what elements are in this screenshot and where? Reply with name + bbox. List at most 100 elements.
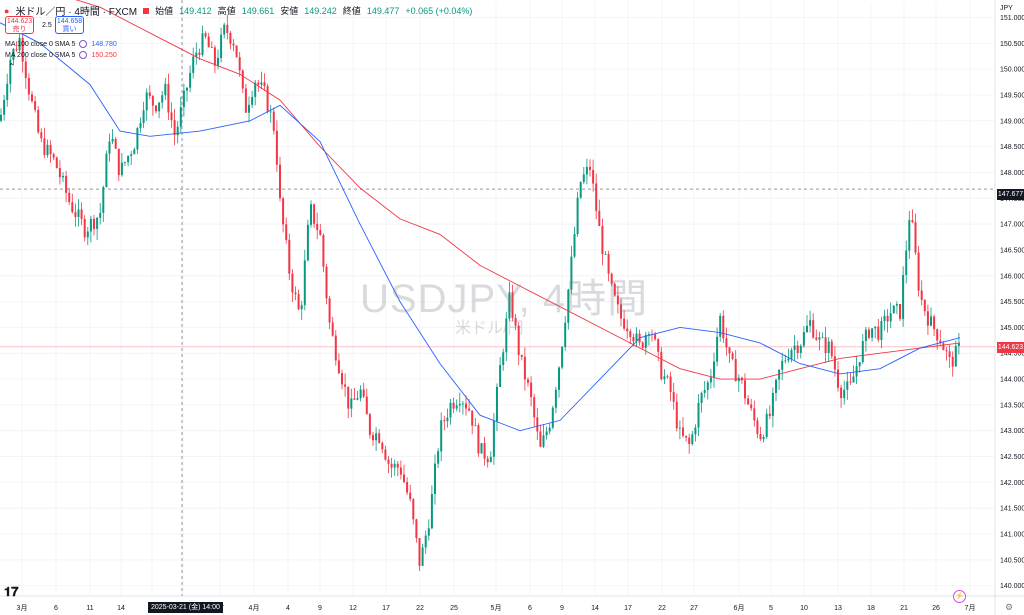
candle-body: [554, 389, 557, 408]
candle-body: [263, 82, 266, 87]
candle-body: [793, 345, 796, 351]
candle-body: [9, 59, 12, 84]
x-tick-label: 4月: [249, 604, 260, 612]
currency-label: JPY: [1000, 5, 1013, 12]
sell-price: 144.623: [6, 18, 33, 25]
sell-button[interactable]: 144.623 売り: [5, 16, 34, 34]
candle-body: [747, 398, 750, 405]
candle-body: [871, 328, 874, 338]
indicator-settings-icon[interactable]: [79, 40, 88, 48]
candle-body: [443, 420, 446, 422]
candle-body: [269, 111, 272, 113]
candle-body: [151, 96, 154, 106]
candle-body: [474, 425, 477, 427]
candle-body: [468, 408, 471, 411]
buy-label: 買い: [62, 26, 77, 33]
x-tick-label: 6: [54, 605, 58, 612]
candle-body: [409, 492, 412, 500]
candle-body: [334, 335, 337, 361]
candle-body: [616, 295, 619, 305]
candle-body: [288, 239, 291, 274]
candle-body: [418, 538, 421, 566]
candle-body: [734, 359, 737, 382]
collapse-chevron-icon[interactable]: ⌃: [8, 62, 15, 71]
candle-body: [341, 373, 343, 385]
candle-body: [678, 427, 681, 429]
candle-body: [80, 209, 83, 219]
candle-body: [753, 408, 756, 421]
candle-body: [672, 392, 675, 402]
candle-body: [210, 47, 213, 49]
candle-body: [378, 433, 381, 443]
open-label: 始値: [155, 6, 174, 16]
candle-body: [3, 100, 6, 115]
candle-body: [446, 417, 449, 422]
candle-body: [613, 283, 616, 296]
candle-body: [120, 162, 123, 176]
candle-body: [27, 77, 30, 95]
settings-gear-icon[interactable]: ⚙: [1005, 602, 1014, 612]
candle-body: [46, 144, 49, 156]
x-tick-label: 3月: [17, 604, 28, 612]
candle-body: [818, 337, 821, 340]
candle-body: [883, 315, 886, 322]
x-tick-label: 21: [900, 605, 908, 612]
candle-body: [536, 417, 539, 432]
candle-body: [148, 92, 151, 97]
candle-body: [272, 111, 275, 131]
candle-body: [344, 384, 347, 387]
candle-body: [902, 275, 905, 320]
candle-body: [861, 341, 864, 363]
candle-body: [251, 96, 254, 105]
x-tick-label: 14: [117, 605, 125, 612]
x-tick-label: 6月: [734, 604, 745, 612]
candle-body: [514, 317, 517, 326]
candle-body: [527, 379, 529, 383]
candle-body: [331, 322, 334, 336]
candle-body: [254, 82, 257, 97]
candle-body: [911, 220, 914, 223]
buy-button[interactable]: 144.658 買い: [55, 16, 84, 34]
candle-body: [161, 95, 164, 103]
x-tick-label: 25: [450, 605, 458, 612]
candle-body: [821, 337, 824, 339]
candle-body: [576, 197, 579, 234]
candle-body: [182, 90, 185, 108]
candle-body: [279, 164, 281, 199]
candle-body: [607, 254, 610, 274]
candle-body: [530, 382, 533, 398]
indicator-ma200[interactable]: MA 200 close 0 SMA 5 150.250: [5, 51, 117, 59]
candle-body: [83, 218, 86, 238]
symbol-title[interactable]: 米ドル／円 · 4時間 · FXCM: [15, 7, 138, 18]
indicator-settings-icon[interactable]: [79, 51, 88, 59]
candle-body: [34, 101, 37, 110]
x-tick-label: 22: [658, 605, 666, 612]
candle-body: [6, 83, 9, 101]
candle-body: [297, 294, 300, 310]
candle-body: [595, 183, 598, 211]
candle-body: [700, 392, 703, 403]
candle-body: [430, 494, 433, 529]
candle-body: [880, 321, 883, 340]
candle-body: [52, 154, 55, 158]
candle-body: [666, 376, 669, 378]
lightning-icon[interactable]: ⚡: [953, 590, 966, 603]
candle-body: [567, 289, 570, 323]
candle-body: [486, 458, 489, 463]
candle-body: [55, 157, 58, 168]
tradingview-logo-icon[interactable]: 𝟏𝟕: [4, 584, 19, 599]
candle-body: [682, 427, 684, 436]
candle-body: [589, 166, 591, 170]
indicator-ma100[interactable]: MA 100 close 0 SMA 5 148.780: [5, 40, 117, 48]
candle-body: [846, 381, 849, 390]
candle-body: [139, 122, 142, 129]
candle-body: [654, 334, 657, 340]
candle-body: [390, 463, 393, 468]
candle-body: [195, 52, 198, 57]
candle-body: [21, 37, 24, 62]
candle-body: [238, 57, 241, 71]
candle-body: [564, 322, 567, 347]
candle-body: [179, 107, 182, 127]
y-tick-label: 150.500: [1000, 41, 1024, 48]
